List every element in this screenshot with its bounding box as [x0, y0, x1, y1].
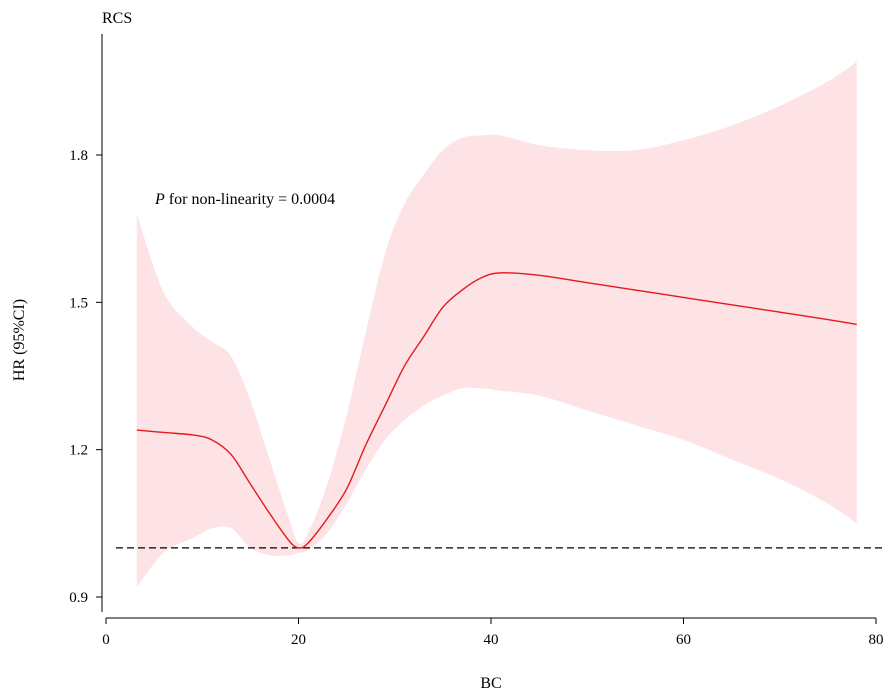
- x-tick-label: 60: [676, 632, 691, 648]
- p-value-text: for non-linearity = 0.0004: [165, 191, 335, 208]
- x-tick-label: 80: [869, 632, 884, 648]
- x-tick-label: 0: [102, 632, 110, 648]
- p-nonlinearity-annotation: P for non-linearity = 0.0004: [154, 191, 335, 208]
- y-tick-label: 1.5: [69, 295, 88, 311]
- hr-curve: [136, 272, 857, 549]
- x-tick-label: 20: [291, 632, 306, 648]
- confidence-band: [136, 61, 857, 588]
- y-tick-label: 1.2: [69, 443, 88, 459]
- p-symbol: P: [154, 191, 165, 208]
- y-tick-label: 1.8: [69, 148, 88, 164]
- chart-title: RCS: [102, 10, 132, 27]
- y-tick-label: 0.9: [69, 590, 88, 606]
- x-axis-title: BC: [480, 675, 501, 692]
- x-tick-label: 40: [484, 632, 499, 648]
- y-axis-title: HR (95%CI): [11, 299, 28, 381]
